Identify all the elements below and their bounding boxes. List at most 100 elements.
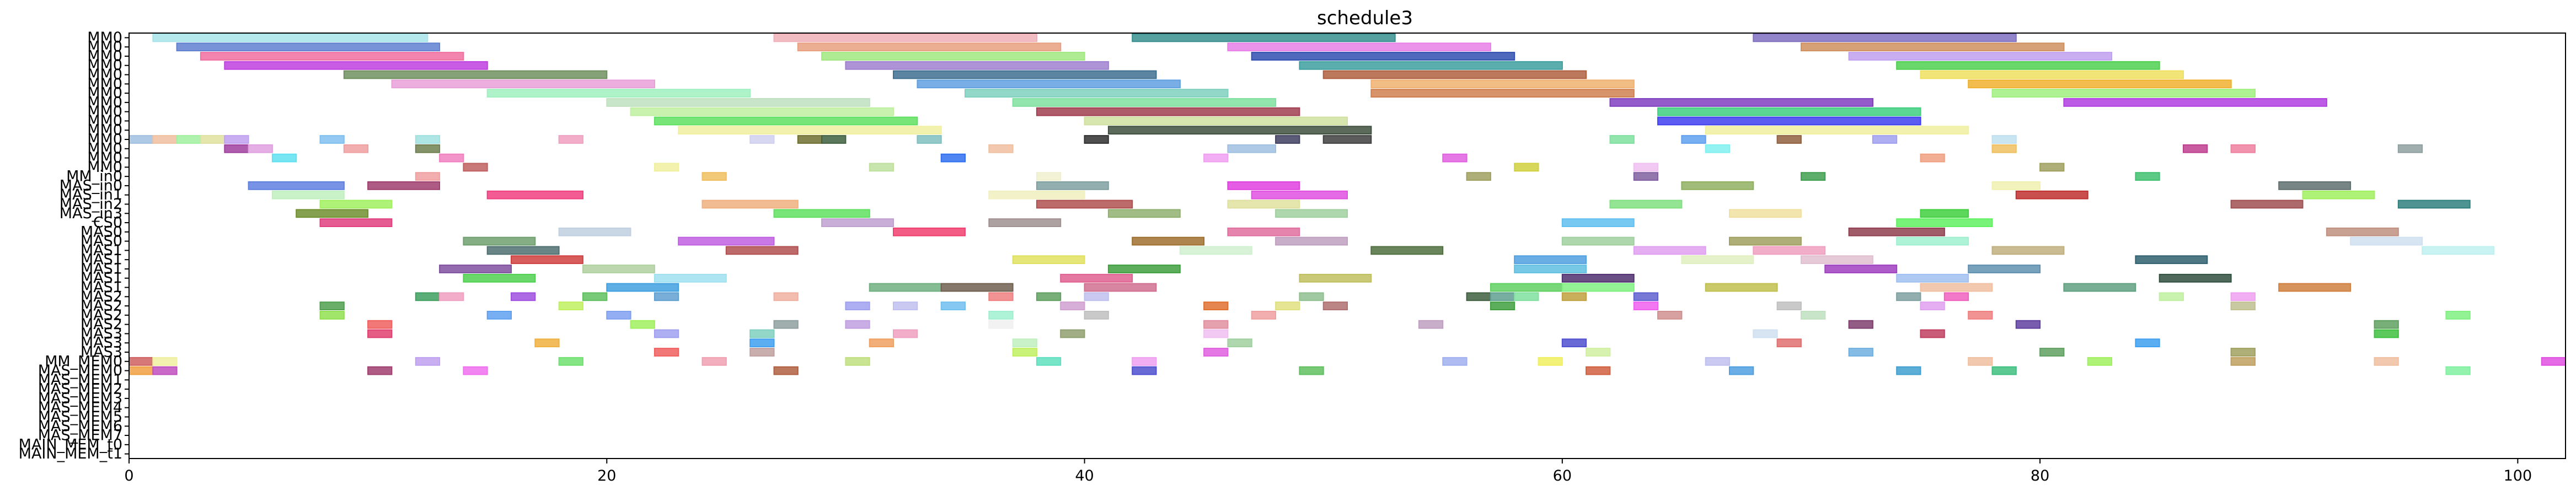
task-bar [128, 366, 154, 375]
task-bar [1753, 329, 1778, 338]
y-tick-label: MAS_MEM4 [38, 399, 122, 416]
task-bar [1227, 42, 1491, 52]
task-bar [893, 329, 918, 338]
task-bar [1514, 292, 1539, 301]
task-bar [2230, 301, 2256, 311]
task-bar [749, 135, 775, 144]
task-bar [439, 153, 464, 163]
task-bar [1490, 301, 1515, 311]
task-bar [486, 246, 560, 255]
task-bar [486, 311, 512, 320]
task-bar [582, 265, 655, 273]
task-bar [1370, 246, 1444, 255]
task-bar [1824, 265, 1898, 273]
task-bar [1227, 144, 1276, 153]
task-bar [1920, 301, 1945, 311]
task-bar [1442, 357, 1468, 366]
task-bar [749, 348, 775, 357]
task-bar [176, 42, 441, 52]
task-bar [1633, 292, 1659, 301]
task-bar [128, 357, 154, 366]
task-bar [1896, 366, 1921, 375]
task-bar [367, 366, 393, 375]
task-bar [1776, 135, 1802, 144]
task-bar [1681, 255, 1754, 265]
task-bar [128, 135, 154, 144]
task-bar [1036, 181, 1109, 190]
task-bar [2230, 144, 2256, 153]
task-bar [1227, 200, 1300, 209]
task-bar [2350, 236, 2423, 246]
task-bar [797, 42, 1062, 52]
task-bar [1012, 348, 1037, 357]
task-bar [415, 172, 441, 181]
y-tick-label: MAS_in0 [60, 177, 122, 194]
task-bar [1729, 209, 1802, 218]
task-bar [1920, 209, 1969, 218]
task-bar [1609, 135, 1635, 144]
task-bar [773, 33, 1037, 42]
task-bar [1490, 292, 1515, 301]
y-tick-label: MM0 [87, 66, 122, 83]
task-bar [1801, 172, 1826, 181]
task-bar [1561, 218, 1635, 228]
y-tick-label: MAS_MEM7 [38, 427, 122, 444]
task-bar [1132, 236, 1205, 246]
task-bar [869, 283, 942, 292]
task-bar [1943, 292, 1969, 301]
task-bar [152, 357, 178, 366]
task-bar [1968, 311, 1993, 320]
task-bar [2183, 144, 2208, 153]
task-bar [2302, 190, 2375, 200]
task-bar [654, 348, 679, 357]
task-bar [2230, 357, 2256, 366]
task-bar [1896, 236, 1969, 246]
task-bar [1036, 200, 1133, 209]
task-bar [296, 209, 369, 218]
task-bar [654, 273, 727, 283]
task-bar [2397, 200, 2471, 209]
task-bar [845, 357, 870, 366]
task-bar [367, 181, 440, 190]
task-bar [1561, 338, 1587, 348]
task-bar [1848, 348, 1873, 357]
task-bar [463, 236, 536, 246]
task-bar [988, 292, 1014, 301]
task-bar [1514, 265, 1587, 273]
task-bar [558, 135, 583, 144]
task-bar [869, 163, 894, 172]
task-bar [152, 135, 178, 144]
y-tick-label: MM_in0 [66, 168, 122, 185]
task-bar [2039, 163, 2065, 172]
y-tick-label: MAS0 [81, 223, 122, 240]
task-bar [439, 265, 512, 273]
task-bar [319, 218, 393, 228]
task-bar [463, 366, 488, 375]
task-bar [1801, 42, 2065, 52]
y-tick-label: MAS_MEM3 [38, 390, 122, 407]
task-bar [511, 292, 536, 301]
task-bar [200, 135, 226, 144]
task-bar [224, 144, 249, 153]
task-bar [725, 246, 799, 255]
task-bar [1275, 301, 1300, 311]
task-bar [1466, 172, 1491, 181]
task-bar [678, 236, 775, 246]
y-tick-label: MM0 [87, 76, 122, 93]
task-bar [1299, 366, 1324, 375]
task-bar [940, 153, 966, 163]
task-bar [965, 89, 1229, 98]
task-bar [224, 61, 488, 70]
task-bar [1107, 265, 1181, 273]
task-bar [1036, 292, 1062, 301]
task-bar [988, 218, 1062, 228]
task-bar [988, 144, 1014, 153]
task-bar [773, 366, 799, 375]
y-axis-labels: MM0MM0MM0MM0MM0MM0MM0MM0MM0MM0MM0MM0MM0M… [19, 29, 129, 462]
x-tick-label: 100 [2504, 467, 2532, 484]
task-bar [845, 61, 1109, 70]
task-bar [2159, 292, 2184, 301]
task-bar [1753, 246, 1826, 255]
task-bar [1203, 320, 1229, 329]
y-tick-label: MM0 [87, 159, 122, 176]
